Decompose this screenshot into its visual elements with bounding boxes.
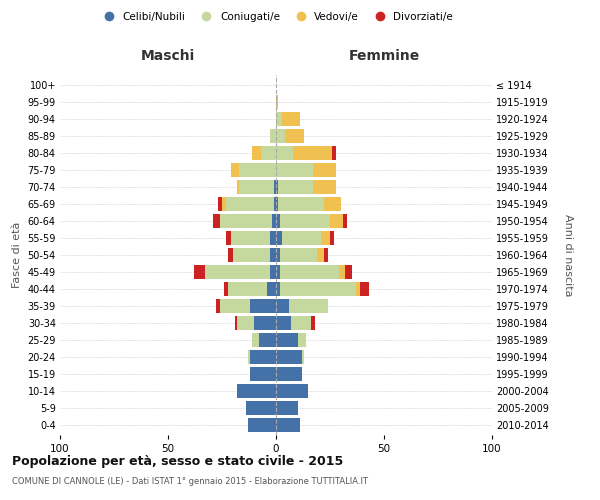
Bar <box>269 129 276 144</box>
Bar <box>284 129 304 144</box>
Bar <box>218 197 222 212</box>
Bar <box>343 214 347 228</box>
Legend: Celibi/Nubili, Coniugati/e, Vedovi/e, Divorziati/e: Celibi/Nubili, Coniugati/e, Vedovi/e, Di… <box>95 8 457 26</box>
Bar <box>237 384 276 398</box>
Bar <box>239 163 276 178</box>
Bar <box>272 214 276 228</box>
Bar <box>250 366 276 381</box>
Bar <box>317 248 323 262</box>
Bar <box>289 298 328 313</box>
Bar <box>215 298 220 313</box>
Bar <box>278 197 323 212</box>
Bar <box>311 316 315 330</box>
Bar <box>276 197 278 212</box>
Text: Popolazione per età, sesso e stato civile - 2015: Popolazione per età, sesso e stato civil… <box>12 455 343 468</box>
Bar <box>230 163 239 178</box>
Bar <box>276 163 313 178</box>
Bar <box>276 298 289 313</box>
Bar <box>254 316 276 330</box>
Bar <box>360 282 369 296</box>
Bar <box>332 146 337 160</box>
Bar <box>280 282 356 296</box>
Bar <box>248 350 250 364</box>
Bar <box>261 146 276 160</box>
Bar <box>229 248 233 262</box>
Bar <box>280 214 330 228</box>
Bar <box>283 231 322 245</box>
Bar <box>276 248 280 262</box>
Bar <box>214 214 220 228</box>
Bar <box>230 231 269 245</box>
Bar <box>276 112 283 126</box>
Bar <box>269 265 276 279</box>
Bar <box>235 316 237 330</box>
Bar <box>237 316 254 330</box>
Bar <box>226 197 274 212</box>
Bar <box>313 163 337 178</box>
Bar <box>220 298 250 313</box>
Bar <box>276 282 280 296</box>
Bar <box>278 180 313 194</box>
Text: COMUNE DI CANNOLE (LE) - Dati ISTAT 1° gennaio 2015 - Elaborazione TUTTITALIA.IT: COMUNE DI CANNOLE (LE) - Dati ISTAT 1° g… <box>12 478 368 486</box>
Bar <box>280 248 317 262</box>
Bar <box>330 214 343 228</box>
Bar <box>274 197 276 212</box>
Bar <box>313 180 337 194</box>
Text: Maschi: Maschi <box>141 49 195 63</box>
Bar <box>246 400 276 415</box>
Y-axis label: Fasce di età: Fasce di età <box>12 222 22 288</box>
Bar <box>356 282 360 296</box>
Bar <box>252 146 261 160</box>
Bar <box>269 231 276 245</box>
Text: Femmine: Femmine <box>349 49 419 63</box>
Bar <box>274 180 276 194</box>
Bar <box>248 418 276 432</box>
Bar <box>276 129 284 144</box>
Bar <box>276 180 278 194</box>
Bar <box>276 366 302 381</box>
Bar <box>276 231 283 245</box>
Bar <box>276 418 300 432</box>
Bar <box>239 180 274 194</box>
Y-axis label: Anni di nascita: Anni di nascita <box>563 214 573 296</box>
Bar <box>293 146 332 160</box>
Bar <box>252 332 259 347</box>
Bar <box>269 248 276 262</box>
Bar <box>276 265 280 279</box>
Bar <box>283 112 300 126</box>
Bar <box>233 248 269 262</box>
Bar <box>276 95 278 110</box>
Bar <box>276 316 291 330</box>
Bar <box>250 350 276 364</box>
Bar <box>276 332 298 347</box>
Bar <box>268 282 276 296</box>
Bar <box>345 265 352 279</box>
Bar <box>224 282 229 296</box>
Bar <box>226 231 230 245</box>
Bar <box>298 332 306 347</box>
Bar <box>280 265 338 279</box>
Bar <box>276 400 298 415</box>
Bar <box>276 384 308 398</box>
Bar <box>205 265 269 279</box>
Bar <box>220 214 272 228</box>
Bar <box>276 214 280 228</box>
Bar <box>229 282 268 296</box>
Bar <box>276 350 302 364</box>
Bar <box>302 350 304 364</box>
Bar <box>323 248 328 262</box>
Bar <box>323 197 341 212</box>
Bar <box>322 231 330 245</box>
Bar <box>259 332 276 347</box>
Bar <box>237 180 239 194</box>
Bar <box>276 146 293 160</box>
Bar <box>291 316 311 330</box>
Bar <box>330 231 334 245</box>
Bar <box>222 197 226 212</box>
Bar <box>194 265 205 279</box>
Bar <box>338 265 345 279</box>
Bar <box>250 298 276 313</box>
